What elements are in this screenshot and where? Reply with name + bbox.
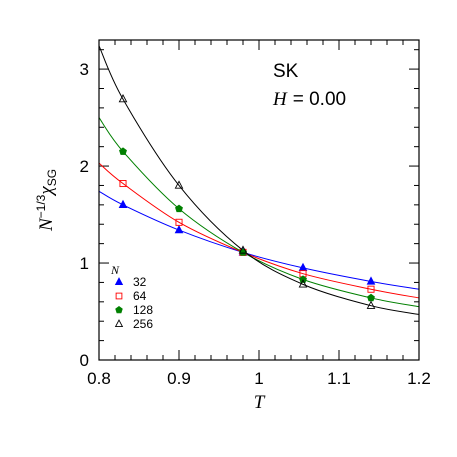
data-point-256 <box>174 180 184 189</box>
series-curves <box>98 45 420 315</box>
plot-frame <box>98 39 420 361</box>
series-line-256 <box>98 45 420 315</box>
data-point-256 <box>366 300 376 309</box>
data-point-256 <box>298 279 308 288</box>
y-axis-title-subscript: SG <box>45 169 59 186</box>
y-axis-title-main: N <box>36 217 57 232</box>
legend-marker-32 <box>114 277 124 285</box>
data-point-32 <box>118 199 128 208</box>
data-point-64 <box>367 285 375 293</box>
y-tick-label: 2 <box>80 157 89 176</box>
annotation-field: H = 0.00 <box>272 89 346 110</box>
x-tick-label: 0.8 <box>87 369 111 388</box>
data-point-128 <box>367 293 375 302</box>
y-tick-label: 0 <box>80 351 89 370</box>
annotation-field-label: H <box>272 89 288 110</box>
annotation-field-value: = 0.00 <box>293 89 346 110</box>
data-point-32 <box>366 276 376 285</box>
x-tick-label: 1.2 <box>407 369 431 388</box>
y-axis-title-exponent: −1/3 <box>34 194 48 218</box>
legend-marker-128 <box>115 306 123 314</box>
tick-labels: 0.8 0.9 1 1.1 1.2 0 1 2 3 <box>80 60 431 388</box>
y-axis-title: N−1/3χSG <box>34 169 59 232</box>
legend-title: N <box>110 263 120 277</box>
legend-label-32: 32 <box>133 275 147 289</box>
series-line-32 <box>98 190 420 290</box>
series-markers <box>118 94 376 309</box>
annotation-model: SK <box>273 61 299 82</box>
y-tick-label: 3 <box>80 60 89 79</box>
data-point-256 <box>118 94 128 103</box>
data-point-256 <box>238 245 248 254</box>
data-point-64 <box>175 218 183 226</box>
data-point-128 <box>175 204 183 213</box>
legend-marker-64 <box>115 292 123 300</box>
y-axis-title-symbol: χ <box>36 186 57 197</box>
y-tick-label: 1 <box>80 254 89 273</box>
data-point-128 <box>299 275 307 283</box>
legend-marker-256 <box>114 319 124 327</box>
legend-label-256: 256 <box>133 317 153 331</box>
legend-label-128: 128 <box>133 303 153 317</box>
legend-label-64: 64 <box>133 289 147 303</box>
x-axis-title: T <box>254 392 266 413</box>
x-tick-label: 0.9 <box>167 369 191 388</box>
x-tick-label: 1 <box>254 369 263 388</box>
x-tick-label: 1.1 <box>327 369 351 388</box>
data-point-32 <box>174 224 184 234</box>
data-point-64 <box>119 180 127 188</box>
data-point-128 <box>119 147 127 155</box>
axis-ticks <box>98 40 420 361</box>
